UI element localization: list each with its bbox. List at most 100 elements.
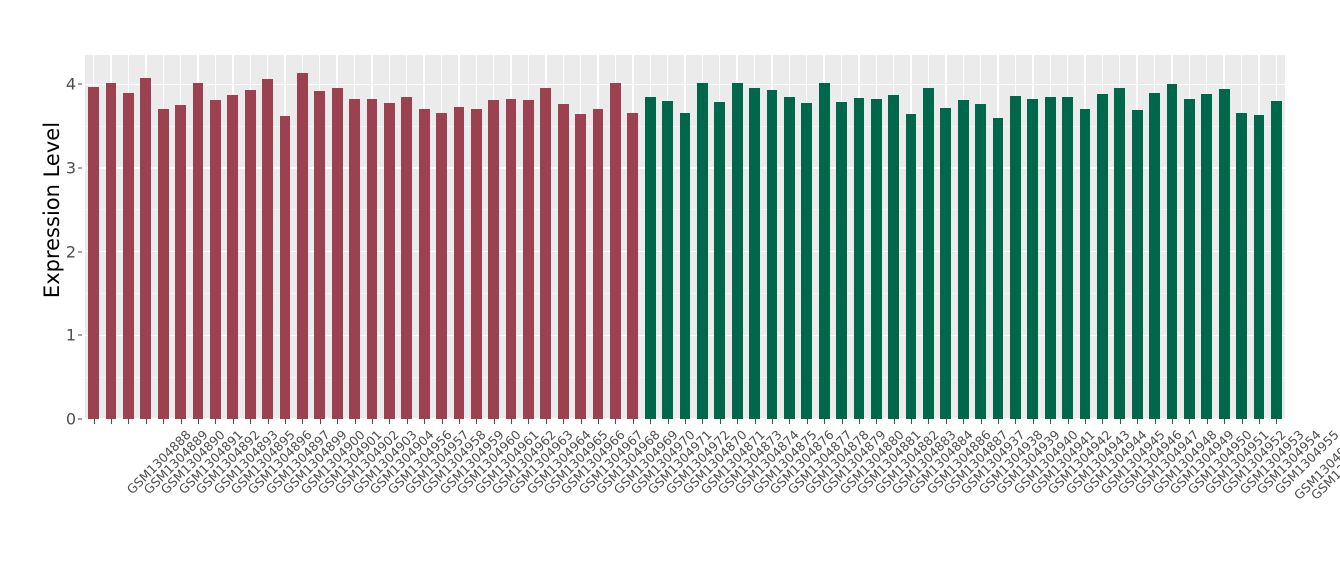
x-axis-tick-mark <box>1050 419 1052 424</box>
bar <box>383 102 395 419</box>
bar <box>888 95 900 419</box>
plot-panel <box>85 55 1285 419</box>
x-axis-tick-mark <box>1206 419 1208 424</box>
bar <box>227 95 239 419</box>
x-axis-tick-mark <box>702 419 704 424</box>
bar <box>1114 88 1126 419</box>
x-axis-tick-mark <box>771 419 773 424</box>
bar <box>540 87 552 419</box>
bar <box>1201 94 1213 419</box>
x-axis-tick-mark <box>180 419 182 424</box>
x-axis-tick-labels: GSM1304888 GSM1304889 GSM1304890 GSM1304891… <box>85 427 1340 577</box>
x-axis-tick-mark <box>893 419 895 424</box>
bar <box>697 83 708 419</box>
x-axis-tick-mark <box>493 419 495 424</box>
x-axis-tick-mark <box>285 419 286 424</box>
bar <box>610 82 621 419</box>
x-axis-tick-mark <box>963 419 965 424</box>
bar <box>679 112 691 419</box>
bar <box>1062 96 1073 419</box>
x-axis-tick-mark <box>1102 419 1104 424</box>
y-axis-tick-mark <box>78 251 82 253</box>
x-axis-tick-mark <box>319 419 321 424</box>
bar <box>418 108 430 419</box>
x-axis-tick-mark <box>128 419 130 424</box>
bar <box>1166 84 1178 419</box>
bar <box>975 103 987 419</box>
bar <box>349 98 360 419</box>
bar <box>175 105 187 419</box>
x-axis-tick-mark <box>1258 419 1260 424</box>
y-axis-tick-mark <box>78 167 82 169</box>
x-axis-tick-mark <box>876 419 878 424</box>
bar <box>331 88 343 419</box>
bar <box>836 101 847 419</box>
bar <box>192 83 204 419</box>
x-axis-tick-mark <box>145 419 147 424</box>
x-axis-tick-mark <box>232 419 234 424</box>
x-axis-tick-mark <box>1241 419 1243 424</box>
x-axis-tick-mark <box>111 419 113 424</box>
x-axis-tick-mark <box>1189 419 1191 424</box>
bar <box>470 109 482 419</box>
bar <box>210 100 221 419</box>
x-axis-tick-mark <box>406 419 408 424</box>
bar <box>297 73 308 419</box>
x-axis-tick-mark <box>632 419 634 424</box>
x-axis-tick-mark <box>754 419 756 424</box>
x-axis-tick-mark <box>458 419 460 424</box>
x-axis-tick-mark <box>685 419 686 424</box>
x-axis-tick-mark <box>1067 419 1069 424</box>
bar <box>453 106 465 419</box>
bar <box>801 102 813 419</box>
x-axis-tick-mark <box>824 419 826 424</box>
bar <box>923 88 934 419</box>
bar <box>88 86 100 419</box>
bar <box>575 113 587 419</box>
x-axis-tick-mark <box>476 419 478 424</box>
bar <box>818 82 830 419</box>
bar <box>262 79 273 419</box>
x-axis-tick-mark <box>424 419 426 424</box>
x-axis-tick-mark <box>441 419 443 424</box>
bar <box>523 100 534 419</box>
bar <box>123 92 134 419</box>
x-axis-tick-mark <box>858 419 860 424</box>
x-axis-tick-mark <box>580 419 582 424</box>
bar <box>992 117 1004 419</box>
bar <box>1218 89 1230 419</box>
bar <box>783 96 795 419</box>
x-axis-tick-mark <box>1224 419 1226 424</box>
x-axis-tick-mark <box>615 419 617 424</box>
x-axis-tick-mark <box>789 419 791 424</box>
x-axis-tick-mark <box>1085 419 1086 424</box>
bar <box>1253 115 1265 419</box>
y-axis-tick-mark <box>78 334 82 336</box>
x-axis-tick-mark <box>998 419 1000 424</box>
bar <box>1183 98 1195 419</box>
bar <box>557 103 569 419</box>
bar <box>105 83 117 419</box>
bar <box>488 100 500 419</box>
x-axis-tick-mark <box>354 419 356 424</box>
bar <box>1044 96 1056 419</box>
x-axis-tick-mark <box>1171 419 1173 424</box>
bar <box>1149 92 1160 419</box>
y-axis-tick-label: 2 <box>65 242 76 262</box>
bar <box>314 90 326 419</box>
x-axis-tick-mark <box>1119 419 1121 424</box>
x-axis-tick-marks <box>85 419 1285 425</box>
y-axis-tick-label: 4 <box>65 74 76 94</box>
bar <box>592 108 604 419</box>
x-axis-tick-mark <box>667 419 669 424</box>
bar <box>627 112 639 419</box>
bar <box>140 77 152 419</box>
x-axis-tick-mark <box>563 419 565 424</box>
bar <box>1027 98 1039 419</box>
bar <box>749 87 760 419</box>
x-axis-tick-mark <box>737 419 739 424</box>
y-axis-tick-label: 0 <box>65 409 76 429</box>
bar <box>436 112 447 419</box>
bar <box>662 101 673 419</box>
